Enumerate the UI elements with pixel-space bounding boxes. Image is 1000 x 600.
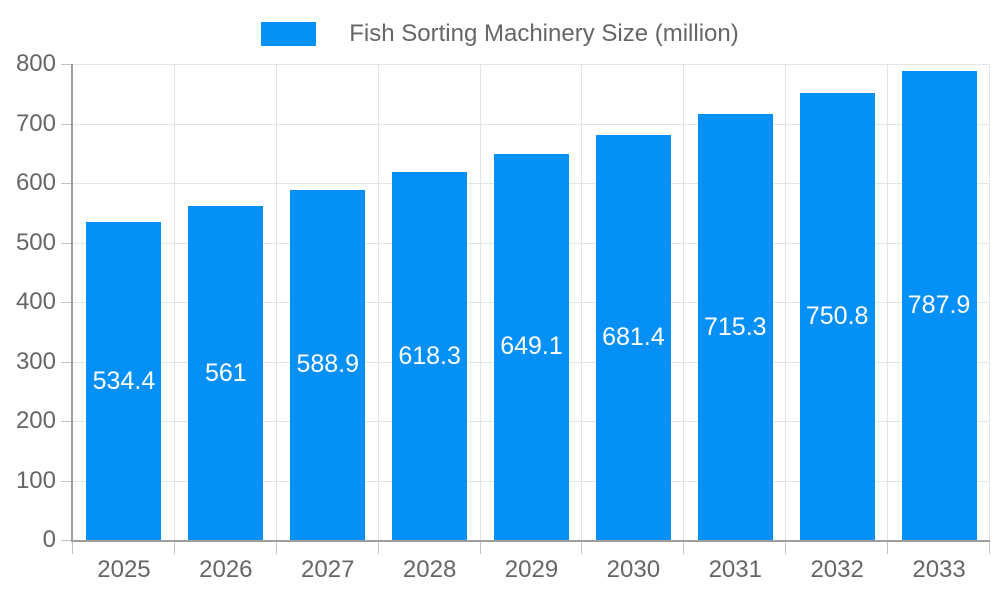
y-axis-tick [61, 421, 71, 422]
y-axis-label: 200 [15, 407, 56, 434]
bar-value-label: 681.4 [602, 322, 665, 351]
bar-value-label: 561 [204, 358, 247, 387]
x-axis-label: 2029 [504, 556, 559, 583]
y-axis-label: 400 [15, 288, 56, 315]
y-axis-label: 600 [15, 169, 56, 196]
y-axis-tick [61, 123, 71, 125]
x-axis-tick [173, 542, 175, 554]
y-axis-tick [61, 302, 71, 303]
y-axis-tick [61, 361, 71, 363]
x-axis-label: 2026 [199, 556, 253, 583]
x-gridline [581, 64, 583, 540]
bar-2033[interactable]: 787.9 [901, 71, 977, 540]
y-axis-tick [61, 183, 71, 184]
x-axis-label: 2025 [97, 556, 151, 583]
y-axis-tick [61, 242, 71, 244]
x-axis-tick [479, 542, 481, 554]
bar-value-label: 715.3 [703, 312, 767, 341]
bar-value-label: 618.3 [398, 341, 461, 370]
bar-2029[interactable]: 649.1 [494, 153, 569, 540]
x-axis-label: 2031 [708, 556, 762, 583]
bar-2030[interactable]: 681.4 [595, 134, 671, 540]
x-gridline [989, 64, 990, 540]
x-axis-tick [683, 542, 685, 554]
y-axis-label: 100 [15, 466, 56, 494]
y-axis-tick [61, 480, 71, 482]
x-axis-tick [887, 542, 889, 554]
bar-2027[interactable]: 588.9 [290, 189, 366, 540]
x-gridline [275, 64, 277, 540]
x-axis-tick [275, 542, 277, 554]
x-gridline [785, 64, 787, 540]
y-gridline [73, 123, 990, 125]
y-axis-label: 300 [15, 347, 56, 375]
x-axis-tick [72, 542, 73, 554]
x-axis-label: 2028 [402, 556, 457, 583]
x-axis-tick [377, 542, 379, 554]
x-axis-label: 2030 [606, 556, 661, 583]
legend-label: Fish Sorting Machinery Size (million) [349, 20, 739, 47]
y-axis-tick [61, 64, 71, 65]
x-axis-label: 2027 [301, 556, 355, 583]
y-axis-label: 0 [42, 526, 56, 553]
y-axis-label: 700 [15, 109, 56, 137]
bar-2031[interactable]: 715.3 [697, 114, 773, 540]
y-axis-tick [61, 540, 71, 541]
x-axis-tick [989, 542, 990, 554]
bar-value-label: 588.9 [296, 350, 359, 379]
bar-value-label: 649.1 [500, 332, 563, 361]
y-axis-label: 500 [15, 228, 56, 256]
legend-swatch [261, 22, 317, 46]
bar-2032[interactable]: 750.8 [799, 93, 875, 540]
bar-value-label: 750.8 [805, 302, 869, 331]
x-gridline [377, 64, 379, 540]
x-gridline [479, 64, 481, 540]
x-axis-tick [785, 542, 787, 554]
bar-value-label: 534.4 [92, 366, 156, 395]
x-axis-label: 2032 [810, 556, 864, 583]
bar-2026[interactable]: 561 [188, 206, 264, 540]
bar-2025[interactable]: 534.4 [86, 222, 162, 540]
legend-item[interactable]: Fish Sorting Machinery Size (million) [0, 21, 1000, 47]
x-axis-tick [581, 542, 583, 554]
x-axis-label: 2033 [912, 556, 966, 583]
x-gridline [173, 64, 175, 540]
x-gridline [683, 64, 685, 540]
y-axis-label: 800 [15, 50, 56, 77]
bar-value-label: 787.9 [907, 291, 971, 320]
y-gridline [73, 64, 990, 65]
bar-2028[interactable]: 618.3 [392, 172, 468, 540]
x-gridline [887, 64, 889, 540]
plot-area: 0 100 200 300 400 500 600 700 800 534.4 2025 561 202… [16, 52, 990, 582]
